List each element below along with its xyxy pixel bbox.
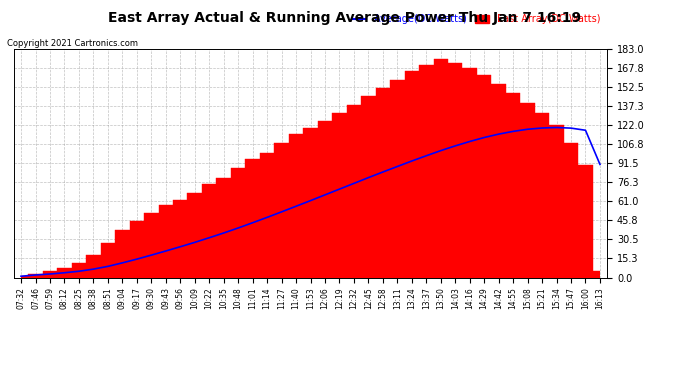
Text: Copyright 2021 Cartronics.com: Copyright 2021 Cartronics.com: [7, 39, 138, 48]
Text: East Array Actual & Running Average Power Thu Jan 7 16:19: East Array Actual & Running Average Powe…: [108, 11, 582, 25]
Legend: Average(DC Watts), East Array(DC Watts): Average(DC Watts), East Array(DC Watts): [350, 12, 602, 26]
